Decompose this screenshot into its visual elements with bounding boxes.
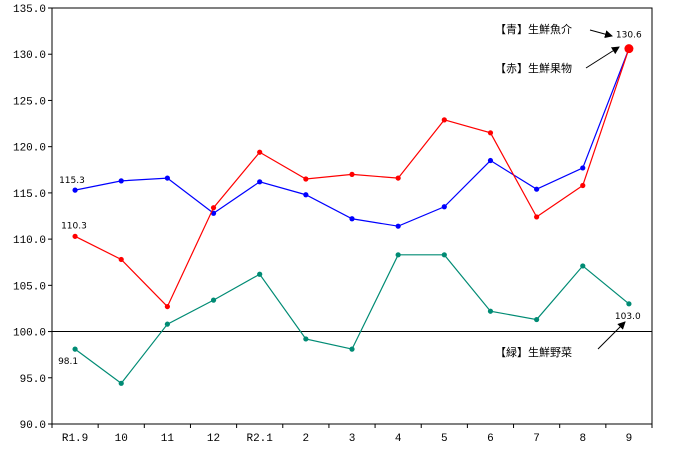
y-tick-label: 100.0 [13,328,46,340]
x-tick-label: 9 [626,433,633,445]
data-point-blue [72,187,78,193]
x-tick-label: 7 [533,433,540,445]
x-tick-label: 6 [487,433,494,445]
x-tick-label: 4 [395,433,402,445]
data-point-green [72,346,78,352]
y-tick-label: 120.0 [13,143,46,155]
data-label-layer: 115.3 110.3 98.1 130.6 103.0 [58,31,642,367]
y-tick-label: 115.0 [13,189,46,201]
data-point-red [210,205,217,211]
annotation-layer: 【青】生鮮魚介 【赤】生鮮果物 【緑】生鮮野菜 [495,22,626,359]
x-tick-label: 5 [441,433,448,445]
arrow-fish [589,29,613,39]
y-tick-label: 95.0 [20,374,46,386]
annotation-fruit: 【赤】生鮮果物 [495,61,572,75]
data-point-green [626,301,632,307]
data-point-blue [210,210,217,216]
data-point-blue [164,175,170,181]
x-tick-label: 8 [579,433,586,445]
data-label-red: 130.6 [616,31,642,41]
x-tick-label: 12 [207,433,220,445]
annotation-veg: 【緑】生鮮野菜 [495,345,572,359]
data-point-red [349,171,355,177]
data-point-green [303,336,309,342]
data-point-red [441,117,447,123]
y-tick-label: 125.0 [13,96,46,108]
data-label-green: 103.0 [615,312,641,322]
data-point-green [210,297,217,303]
data-point-red [257,149,263,155]
data-point-green [164,321,170,327]
y-tick-label: 135.0 [13,4,46,16]
data-point-red [164,303,170,310]
data-point-blue [534,186,540,192]
x-tick-label: R2.1 [246,433,273,445]
series-layer [72,44,634,386]
arrow-veg [597,321,626,350]
highlight-point-red [624,44,634,54]
y-tick-label: 110.0 [13,235,46,247]
data-point-red [72,233,78,239]
data-point-green [395,252,401,258]
data-point-red [534,214,540,220]
y-tick-label: 130.0 [13,50,46,62]
arrow-fruit [585,46,620,69]
x-tick-label: 3 [349,433,356,445]
data-point-green [257,271,263,277]
x-axis: R1.9 10 11 12 R2.1 2 3 4 5 6 7 8 9 [51,424,653,445]
data-point-green [349,346,355,352]
y-tick-label: 105.0 [13,281,46,293]
data-point-blue [257,179,263,185]
plot-area [51,7,653,425]
data-point-red [303,176,309,182]
data-point-red [580,182,586,189]
annotation-fish: 【青】生鮮魚介 [495,22,572,36]
data-point-green [441,252,447,258]
data-label-red: 110.3 [61,221,87,231]
data-point-green [580,263,586,269]
y-tick-label: 90.0 [20,420,46,432]
data-point-blue [303,192,309,198]
data-point-blue [395,223,401,229]
y-axis: 90.0 95.0 100.0 105.0 110.0 115.0 120.0 125.0 13… [13,4,52,432]
x-tick-label: 11 [161,433,175,445]
data-point-green [118,380,124,386]
x-tick-label: 2 [303,433,310,445]
x-tick-label: R1.9 [62,433,88,445]
x-tick-label: 10 [115,433,128,445]
data-point-blue [349,216,355,222]
data-point-red [118,256,124,263]
data-point-blue [441,204,447,210]
data-label-blue: 115.3 [59,176,85,186]
data-point-green [534,316,540,323]
data-point-green [487,308,494,314]
data-point-red [395,175,401,181]
data-point-blue [118,178,124,184]
data-point-blue [487,157,494,164]
data-label-green: 98.1 [58,357,78,367]
data-point-blue [580,165,586,171]
data-point-red [487,130,494,136]
